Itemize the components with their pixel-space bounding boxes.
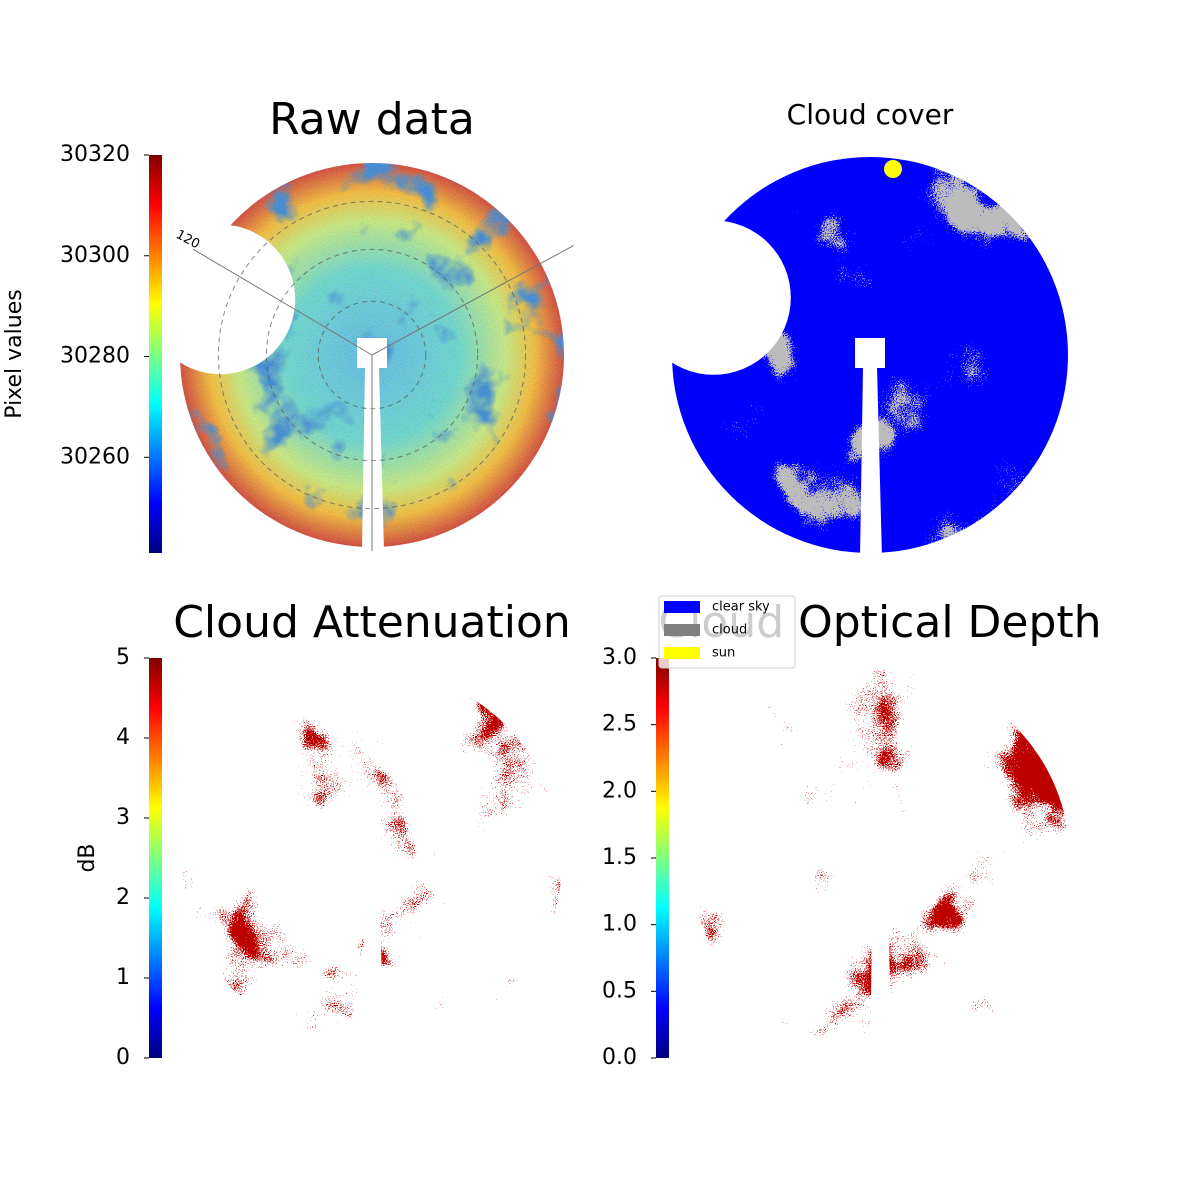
colorbar-tick-label: 0.0 <box>602 1045 637 1070</box>
cloud-field <box>182 670 562 1050</box>
colorbar-tick-label: 30300 <box>60 243 130 268</box>
sky-image <box>672 157 1068 553</box>
colorbar-tick-label: 2.0 <box>602 778 637 803</box>
panel-title: Raw data <box>269 94 475 145</box>
colorbar-tick-label: 1 <box>116 965 130 990</box>
colorbar-tick-label: 1.0 <box>602 912 637 937</box>
colorbar-tick-label: 30320 <box>60 142 130 167</box>
polar-ray <box>371 245 574 356</box>
legend-label: clear sky <box>712 600 770 615</box>
legend-swatch <box>664 624 700 636</box>
colorbar-tick-label: 4 <box>116 725 130 750</box>
sun-marker <box>884 160 902 178</box>
legend-label: cloud <box>712 623 747 638</box>
polar-grid <box>217 200 527 510</box>
colorbar-tick-label: 30280 <box>60 344 130 369</box>
legend-swatch <box>664 647 700 659</box>
colorbar-tick-label: 30260 <box>60 444 130 469</box>
colorbar-tick-label: 3.0 <box>602 645 637 670</box>
colorbar-label: Pixel values <box>2 289 27 418</box>
panel-title: Cloud Attenuation <box>173 597 571 648</box>
colorbar-tick-label: 1.5 <box>602 845 637 870</box>
colorbar-tick-label: 0 <box>116 1045 130 1070</box>
cloud-field <box>690 670 1070 1050</box>
colorbar-tick-label: 2 <box>116 885 130 910</box>
panel-title: Cloud cover <box>787 98 954 131</box>
polar-ray <box>193 248 373 356</box>
colorbar-tick-label: 2.5 <box>602 712 637 737</box>
colorbar <box>149 155 162 553</box>
sky-image <box>182 670 562 1050</box>
colorbar-tick-label: 3 <box>116 805 130 830</box>
colorbar <box>149 658 162 1058</box>
colorbar-tick-label: 5 <box>116 645 130 670</box>
cloud-area <box>672 157 1068 553</box>
legend-swatch <box>664 601 700 613</box>
sky-image <box>690 670 1070 1050</box>
colorbar-label: dB <box>75 843 100 872</box>
colorbar-tick-label: 0.5 <box>602 978 637 1003</box>
legend-label: sun <box>712 646 735 661</box>
colorbar <box>656 658 669 1058</box>
